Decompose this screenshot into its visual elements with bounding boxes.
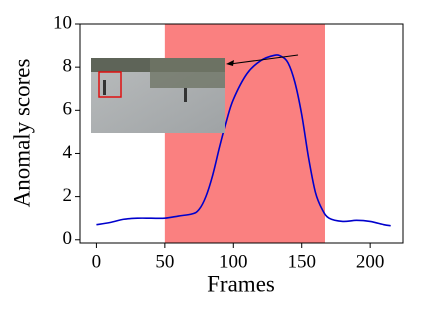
x-tick-label: 100: [219, 251, 248, 272]
inset-person: [103, 80, 106, 95]
x-tick-label: 50: [155, 251, 174, 272]
y-tick-label: 6: [63, 99, 73, 120]
inset-box: [98, 71, 122, 98]
y-tick-label: 0: [63, 228, 73, 249]
score-line: [96, 54, 391, 227]
arrow-head: [226, 60, 234, 66]
arrow-line: [229, 54, 299, 65]
inset-trees: [150, 58, 225, 88]
y-tick-label: 4: [63, 142, 73, 163]
y-tick-label: 8: [63, 56, 73, 77]
y-tick-label: 2: [63, 185, 73, 206]
x-axis-label: Frames: [207, 271, 275, 296]
inset-image: [91, 58, 225, 133]
shaded-region: [164, 24, 325, 243]
x-tick-label: 200: [356, 251, 385, 272]
inset-person: [184, 88, 187, 102]
shade-layer: [164, 24, 325, 243]
x-tick-label: 0: [92, 251, 102, 272]
line-layer: [96, 54, 391, 227]
annotation-arrow: [226, 54, 299, 66]
y-axis-label: Anomaly scores: [9, 59, 34, 208]
plot-frame: [79, 23, 404, 244]
y-tick-label: 10: [53, 12, 72, 33]
x-tick-label: 150: [287, 251, 316, 272]
